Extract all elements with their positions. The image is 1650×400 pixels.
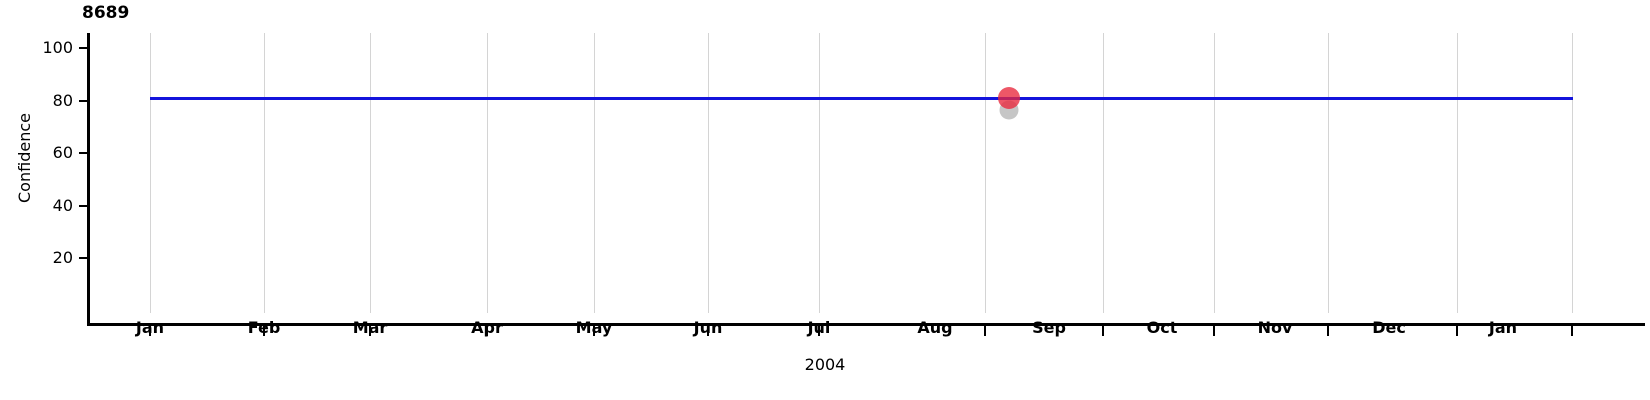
y-tick-label-40: 40 — [52, 196, 73, 215]
y-axis-title: Confidence — [15, 113, 34, 203]
x-tick-label-oct: Oct — [1146, 318, 1178, 337]
x-tick-label-jan: Jan — [135, 318, 165, 337]
x-tick-feb — [263, 326, 265, 336]
y-tick-label-80: 80 — [52, 91, 73, 110]
x-tick-label-dec: Dec — [1372, 318, 1406, 337]
plot-clip — [88, 33, 1644, 313]
gridline-oct — [1214, 33, 1215, 313]
x-tick-label-nov: Nov — [1257, 318, 1293, 337]
gridline-dec — [1457, 33, 1458, 313]
data-point-red — [998, 87, 1020, 109]
x-axis-line — [87, 323, 1645, 326]
gridline-sep — [1103, 33, 1104, 313]
x-tick-dec — [1456, 326, 1458, 336]
y-tick-40 — [79, 205, 88, 207]
gridline-apr — [487, 33, 488, 313]
y-tick-20 — [79, 257, 88, 259]
x-tick-label-feb: Feb — [247, 318, 281, 337]
x-tick-nov — [1327, 326, 1329, 336]
gridline-may — [594, 33, 595, 313]
y-tick-80 — [79, 100, 88, 102]
x-tick-label-aug: Aug — [917, 318, 953, 337]
x-tick-apr — [486, 326, 488, 336]
y-axis-line — [87, 33, 90, 326]
y-tick-label-60: 60 — [52, 143, 73, 162]
gridline-feb — [264, 33, 265, 313]
x-tick-jun — [707, 326, 709, 336]
gridline-jan-next — [1572, 33, 1573, 313]
gridline-mar — [370, 33, 371, 313]
gridline-jul — [819, 33, 820, 313]
threshold-line-80 — [150, 97, 1573, 100]
x-tick-label-jul: Jul — [807, 318, 831, 337]
x-axis-title-text: 2004 — [804, 355, 846, 374]
y-tick-60 — [79, 152, 88, 154]
x-tick-label-jan-next: Jan — [1488, 318, 1518, 337]
y-tick-100 — [79, 47, 88, 49]
x-tick-label-jun: Jun — [693, 318, 723, 337]
x-axis-title: 2004 — [0, 357, 1650, 373]
gridline-jan — [150, 33, 151, 313]
x-tick-label-sep: Sep — [1032, 318, 1066, 337]
gridline-aug — [985, 33, 986, 313]
gridline-nov — [1328, 33, 1329, 313]
y-tick-label-20: 20 — [52, 248, 73, 267]
y-tick-label-100: 100 — [42, 38, 73, 57]
gridline-jun — [708, 33, 709, 313]
x-tick-label-mar: Mar — [352, 318, 388, 337]
x-tick-mar — [369, 326, 371, 336]
x-tick-jan-next — [1571, 326, 1573, 336]
x-tick-jul — [818, 326, 820, 336]
x-tick-jan — [149, 326, 151, 336]
chart-title: 8689 — [82, 3, 130, 23]
x-tick-aug — [984, 326, 986, 336]
x-tick-label-apr: Apr — [471, 318, 503, 337]
x-tick-may — [593, 326, 595, 336]
plot-area — [88, 33, 1644, 313]
x-tick-oct — [1213, 326, 1215, 336]
x-tick-sep — [1102, 326, 1104, 336]
x-tick-label-may: May — [575, 318, 613, 337]
